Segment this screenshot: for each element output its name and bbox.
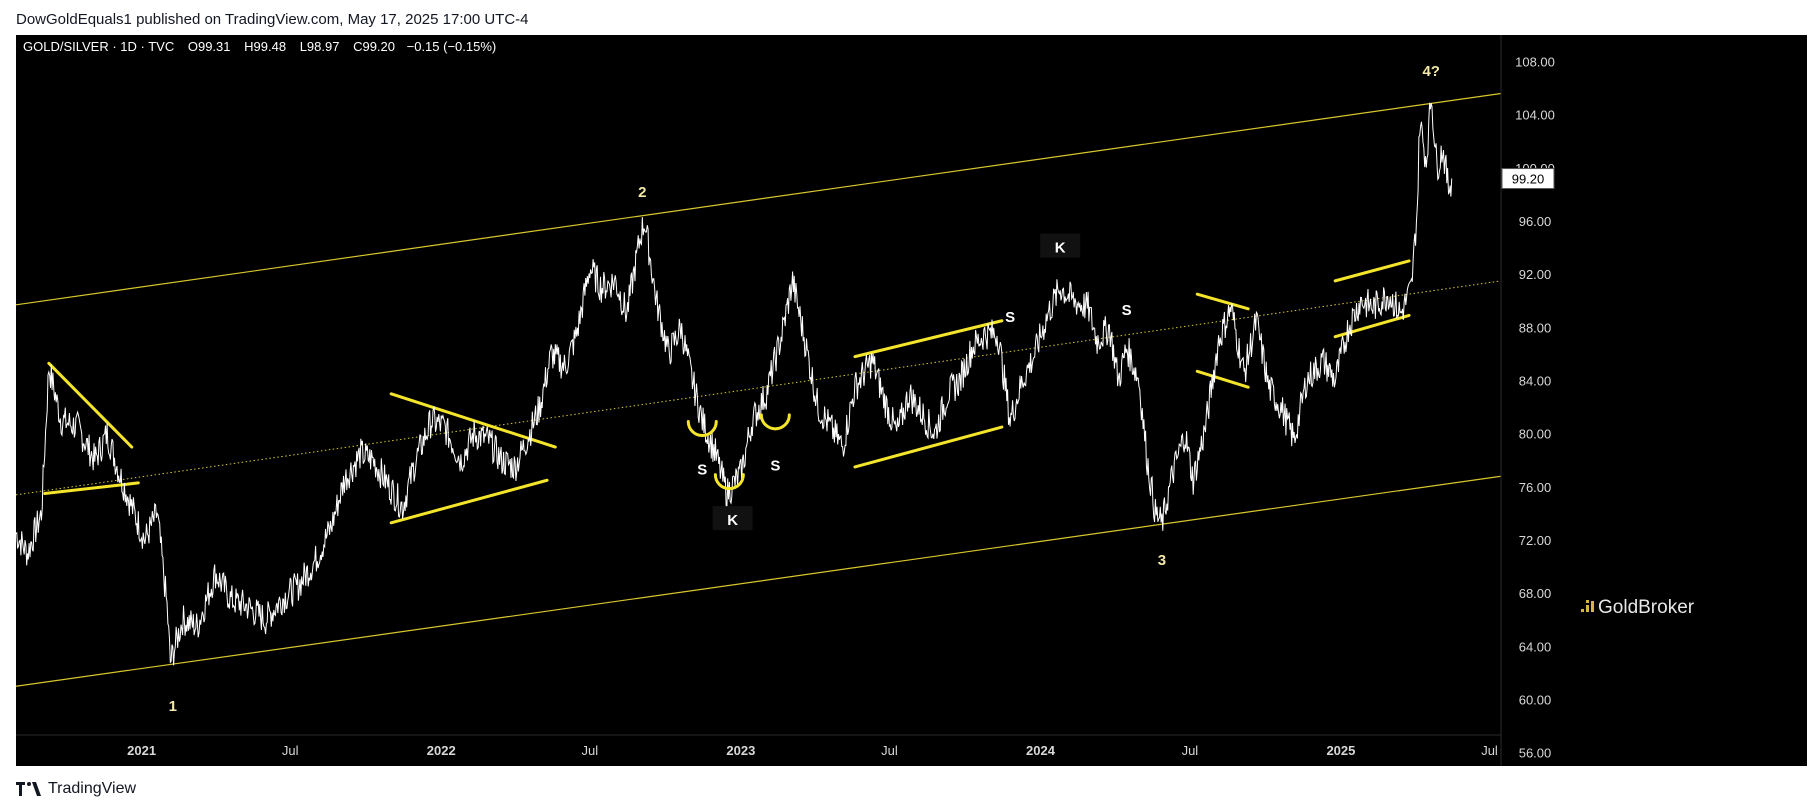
x-tick-label: Jul — [1182, 743, 1199, 758]
pattern-arc — [686, 419, 718, 437]
header-close: C99.20 — [353, 39, 395, 54]
x-tick-label: 2021 — [127, 743, 156, 758]
goldbroker-watermark: GoldBroker — [1581, 597, 1695, 618]
chart-panel[interactable]: 1 2 3 4? S S S S K K 56.00 60.00 64.00 68.00 72.00 76.… — [16, 35, 1807, 766]
tradingview-footer[interactable]: TradingView — [16, 780, 136, 798]
s-label: S — [770, 458, 780, 475]
x-tick-label: Jul — [881, 743, 898, 758]
y-tick-label: 76.00 — [1519, 480, 1552, 495]
wave-label: 2 — [638, 184, 646, 201]
channel-line-upper — [16, 92, 1502, 306]
y-tick-label: 64.00 — [1519, 639, 1552, 654]
x-tick-label: Jul — [1481, 743, 1498, 758]
tradingview-brand: TradingView — [48, 780, 137, 797]
header-high: H99.48 — [244, 39, 286, 54]
publisher-line: DowGoldEquals1 published on TradingView.… — [16, 11, 529, 28]
y-tick-label: 92.00 — [1519, 267, 1552, 282]
y-tick-label: 60.00 — [1519, 693, 1552, 708]
header-symbol: GOLD/SILVER · 1D · TVC — [23, 39, 174, 54]
pattern-trendline — [853, 319, 1004, 359]
header-low: L98.97 — [300, 39, 340, 54]
wave-label: 4? — [1422, 63, 1440, 80]
wave-label: 1 — [169, 698, 177, 715]
price-chart[interactable]: 1 2 3 4? S S S S K K 56.00 60.00 64.00 68.00 72.00 76.… — [16, 35, 1807, 766]
header-open: O99.31 — [188, 39, 231, 54]
pattern-trendline — [43, 481, 140, 496]
pattern-arc — [713, 473, 745, 491]
y-tick-label: 84.00 — [1519, 374, 1552, 389]
k-label-box — [1040, 233, 1081, 258]
channel-line-middle — [16, 280, 1502, 496]
pattern-lines — [43, 259, 1411, 525]
price-line — [16, 102, 1453, 666]
s-label: S — [1122, 302, 1132, 319]
last-price-label: 99.20 — [1512, 172, 1545, 187]
s-label: S — [697, 462, 707, 479]
wave-label: 3 — [1158, 552, 1166, 569]
annotations: 1 2 3 4? S S S S K K — [169, 63, 1440, 715]
pattern-arc — [759, 413, 791, 431]
x-axis: 2021 Jul 2022 Jul 2023 Jul 2024 Jul 2025 Jul — [16, 734, 1501, 758]
channel-lines — [16, 92, 1502, 687]
k-label-box — [712, 506, 753, 531]
y-tick-label: 68.00 — [1519, 586, 1552, 601]
goldbroker-logo-icon — [1581, 600, 1594, 612]
x-tick-label: 2024 — [1026, 743, 1056, 758]
y-tick-label: 56.00 — [1519, 746, 1552, 761]
pattern-trendline — [1333, 313, 1411, 339]
y-tick-label: 104.00 — [1515, 108, 1555, 123]
channel-line-lower — [16, 475, 1502, 687]
price-series — [16, 102, 1453, 666]
watermark-text: GoldBroker — [1598, 597, 1695, 618]
pattern-trendline — [1195, 369, 1250, 389]
y-axis: 56.00 60.00 64.00 68.00 72.00 76.00 80.00 84.00… — [1500, 35, 1555, 766]
y-tick-label: 88.00 — [1519, 320, 1552, 335]
pattern-trendline — [1195, 292, 1250, 311]
pattern-trendline — [853, 425, 1004, 469]
pattern-trendline — [47, 361, 134, 449]
pattern-trendline — [1333, 259, 1411, 283]
y-tick-label: 72.00 — [1519, 533, 1552, 548]
pattern-trendline — [389, 478, 549, 525]
y-tick-label: 96.00 — [1519, 214, 1552, 229]
x-tick-label: 2025 — [1326, 743, 1355, 758]
last-price-box — [1501, 168, 1555, 190]
x-tick-label: 2022 — [427, 743, 456, 758]
tradingview-logo-icon — [16, 782, 41, 796]
s-label: S — [1005, 309, 1015, 326]
chart-header: GOLD/SILVER · 1D · TVC O99.31 H99.48 L98… — [23, 39, 496, 54]
header-change: −0.15 (−0.15%) — [407, 39, 497, 54]
k-label: K — [1055, 240, 1066, 257]
k-label: K — [727, 512, 738, 529]
x-tick-label: Jul — [581, 743, 598, 758]
x-tick-label: 2023 — [726, 743, 755, 758]
y-tick-label: 108.00 — [1515, 55, 1555, 70]
x-tick-label: Jul — [282, 743, 299, 758]
y-tick-label: 80.00 — [1519, 427, 1552, 442]
